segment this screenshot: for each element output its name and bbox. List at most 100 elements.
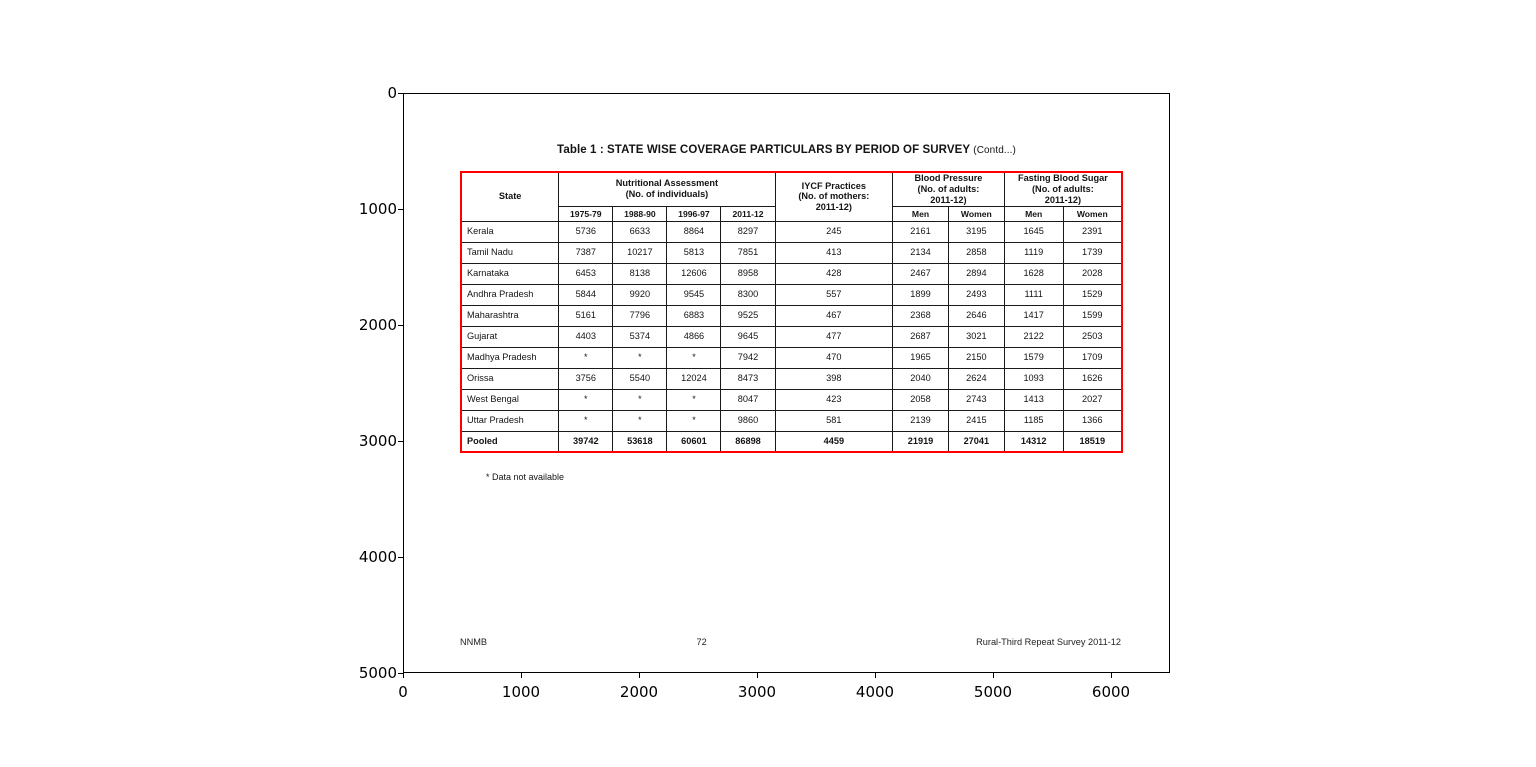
cell-state: Karnataka [460, 262, 560, 285]
x-axis-tick-mark [875, 673, 877, 678]
cell-nutri-1996-97: 8864 [666, 220, 722, 243]
cell-bp-men: 1899 [892, 283, 949, 306]
cell-nutri-1996-97: 4866 [666, 325, 722, 348]
table-row: Pooled 39742 53618 60601 86898 4459 21919 27041… [460, 430, 1123, 453]
cell-nutri-2011-12: 9645 [720, 325, 776, 348]
cell-bp-women: 2858 [947, 241, 1005, 264]
x-axis-tick-mark [403, 673, 405, 678]
header-fbs-line2: (No. of adults: [1032, 183, 1094, 194]
table-row: Kerala 5736 6633 8864 8297 245 2161 3195 1645 239… [460, 220, 1123, 243]
table-head: State Nutritional Assessment (No. of ind… [460, 171, 1123, 222]
x-axis-tick-mark [521, 673, 523, 678]
cell-nutri-2011-12: 7851 [720, 241, 776, 264]
header-iycf-line2: (No. of mothers: [798, 191, 870, 202]
y-axis-tick-mark [398, 209, 403, 211]
cell-fbs-women: 2503 [1062, 325, 1123, 348]
cell-nutri-2011-12: 8958 [720, 262, 776, 285]
cell-iycf: 428 [774, 262, 894, 285]
header-year-1988-90: 1988-90 [612, 205, 668, 222]
cell-iycf: 581 [774, 409, 894, 432]
cell-iycf: 477 [774, 325, 894, 348]
cell-fbs-men: 1093 [1003, 367, 1064, 390]
cell-nutri-1996-97: * [666, 346, 722, 369]
plot-axes-frame: Table 1 : STATE WISE COVERAGE PARTICULAR… [403, 93, 1170, 673]
header-bp-line3: 2011-12) [930, 194, 967, 205]
cell-fbs-women: 1709 [1062, 346, 1123, 369]
cell-nutri-2011-12: 86898 [720, 430, 776, 453]
x-axis-tick-label: 2000 [619, 683, 659, 701]
table-title-contd: (Contd...) [973, 145, 1016, 156]
y-axis-tick-mark [398, 93, 403, 95]
header-nutritional-assessment: Nutritional Assessment (No. of individua… [558, 171, 776, 207]
cell-nutri-1975-79: 5844 [558, 283, 614, 306]
cell-bp-men: 1965 [892, 346, 949, 369]
cell-nutri-1996-97: 12024 [666, 367, 722, 390]
header-bp-women: Women [947, 205, 1005, 222]
cell-fbs-men: 1119 [1003, 241, 1064, 264]
cell-bp-men: 2040 [892, 367, 949, 390]
cell-nutri-2011-12: 7942 [720, 346, 776, 369]
cell-nutri-1988-90: 5540 [612, 367, 668, 390]
cell-nutri-1988-90: 7796 [612, 304, 668, 327]
cell-nutri-1975-79: * [558, 388, 614, 411]
cell-fbs-women: 1366 [1062, 409, 1123, 432]
footer-survey-name: Rural-Third Repeat Survey 2011-12 [976, 637, 1121, 647]
cell-bp-women: 2743 [947, 388, 1005, 411]
cell-nutri-1988-90: 8138 [612, 262, 668, 285]
table-row: Andhra Pradesh 5844 9920 9545 8300 557 1899 249… [460, 283, 1123, 306]
header-state: State [460, 171, 560, 222]
y-axis-tick-label: 2000 [358, 316, 397, 334]
cell-nutri-1988-90: 9920 [612, 283, 668, 306]
cell-nutri-1975-79: * [558, 346, 614, 369]
cell-nutri-1988-90: * [612, 388, 668, 411]
table-title: Table 1 : STATE WISE COVERAGE PARTICULAR… [404, 144, 1169, 156]
y-axis-tick-label: 4000 [358, 548, 397, 566]
x-axis-tick-label: 4000 [855, 683, 895, 701]
header-year-2011-12: 2011-12 [720, 205, 776, 222]
cell-nutri-1975-79: 5161 [558, 304, 614, 327]
cell-bp-women: 2493 [947, 283, 1005, 306]
header-year-1996-97: 1996-97 [666, 205, 722, 222]
cell-nutri-1988-90: 6633 [612, 220, 668, 243]
y-axis-tick-mark [398, 673, 403, 675]
cell-fbs-men: 1413 [1003, 388, 1064, 411]
cell-iycf: 423 [774, 388, 894, 411]
cell-bp-women: 3021 [947, 325, 1005, 348]
table-row: Uttar Pradesh * * * 9860 581 2139 2415 1185 1366 [460, 409, 1123, 432]
y-axis-tick-mark [398, 557, 403, 559]
cell-state: Andhra Pradesh [460, 283, 560, 306]
header-fbs-line3: 2011-12) [1044, 194, 1082, 205]
cell-bp-women: 2894 [947, 262, 1005, 285]
cell-fbs-women: 1529 [1062, 283, 1123, 306]
x-axis-tick-mark [757, 673, 759, 678]
cell-state: Gujarat [460, 325, 560, 348]
cell-nutri-1996-97: 9545 [666, 283, 722, 306]
cell-fbs-women: 2391 [1062, 220, 1123, 243]
header-nutritional-line1: Nutritional Assessment [615, 178, 719, 189]
cell-bp-men: 2368 [892, 304, 949, 327]
table-body: Kerala 5736 6633 8864 8297 245 2161 3195 1645 239… [460, 220, 1123, 453]
header-fbs-women: Women [1062, 205, 1123, 222]
cell-nutri-2011-12: 9860 [720, 409, 776, 432]
cell-bp-men: 2134 [892, 241, 949, 264]
cell-iycf: 398 [774, 367, 894, 390]
header-year-1975-79: 1975-79 [558, 205, 614, 222]
cell-bp-men: 2467 [892, 262, 949, 285]
cell-bp-men: 21919 [892, 430, 949, 453]
x-axis-tick-label: 5000 [973, 683, 1013, 701]
cell-fbs-women: 1599 [1062, 304, 1123, 327]
header-bp-men: Men [892, 205, 949, 222]
cell-fbs-women: 2027 [1062, 388, 1123, 411]
cell-bp-men: 2687 [892, 325, 949, 348]
y-axis-tick-mark [398, 325, 403, 327]
cell-nutri-1988-90: * [612, 346, 668, 369]
x-axis-tick-mark [639, 673, 641, 678]
x-axis-tick-label: 0 [398, 683, 408, 701]
cell-bp-women: 2150 [947, 346, 1005, 369]
cell-nutri-2011-12: 8297 [720, 220, 776, 243]
cell-nutri-1975-79: 6453 [558, 262, 614, 285]
header-iycf-line3: 2011-12) [815, 202, 852, 213]
footer-organization: NNMB [460, 637, 488, 647]
cell-bp-women: 2646 [947, 304, 1005, 327]
